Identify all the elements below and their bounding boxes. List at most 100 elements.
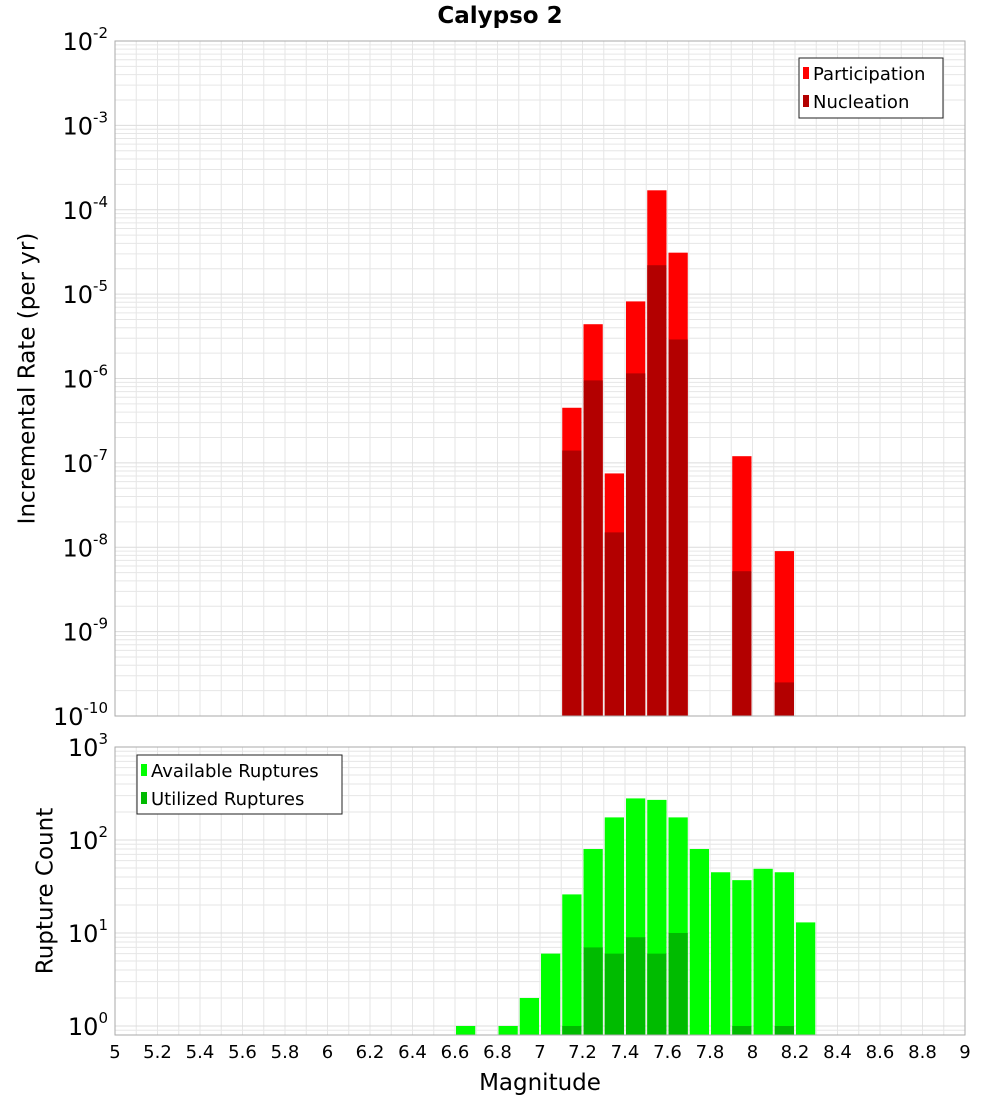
y-tick-base: 10 <box>62 28 93 56</box>
legend-label: Nucleation <box>813 92 909 113</box>
bar-utilized-ruptures <box>583 947 603 1035</box>
y-tick-label: 10-7 <box>62 446 108 478</box>
y-tick-exponent: -2 <box>93 24 108 42</box>
x-tick-label: 8.8 <box>908 1042 937 1063</box>
y-tick-exponent: -7 <box>93 446 108 464</box>
x-tick-label: 6 <box>322 1042 333 1063</box>
x-tick-label: 6.2 <box>356 1042 385 1063</box>
y-tick-exponent: 2 <box>98 823 108 841</box>
y-tick-base: 10 <box>62 619 93 647</box>
bar-available-ruptures <box>689 849 709 1035</box>
legend-label: Available Ruptures <box>151 761 319 782</box>
y-tick-label: 10-9 <box>62 615 108 647</box>
bar-utilized-ruptures <box>626 937 646 1035</box>
top-y-axis-label: Incremental Rate (per yr) <box>15 233 41 525</box>
y-tick-label: 10-8 <box>62 530 108 562</box>
y-tick-label: 10-2 <box>62 24 108 56</box>
bar-available-ruptures <box>774 872 794 1035</box>
x-ticks: 5 5.2 5.4 5.6 5.8 6 6.2 6.4 6.6 6.8 7 7.2 7.4 7.6 7.8 8… <box>109 1042 970 1063</box>
x-tick-label: 6.8 <box>483 1042 512 1063</box>
legend-box <box>136 754 343 815</box>
y-tick-exponent: -8 <box>93 530 108 548</box>
y-tick-label: 101 <box>68 916 108 948</box>
legend-box <box>798 57 944 119</box>
bar-available-ruptures <box>562 894 582 1035</box>
bar-nucleation <box>774 682 794 716</box>
y-tick-base: 10 <box>68 920 99 948</box>
y-tick-label: 10-4 <box>62 193 108 225</box>
y-tick-exponent: -3 <box>93 108 108 126</box>
top-legend: Participation Nucleation <box>798 57 944 119</box>
y-tick-exponent: -6 <box>93 362 108 380</box>
top-grid <box>114 40 966 717</box>
y-tick-label: 100 <box>68 1009 108 1041</box>
x-tick-label: 8.6 <box>866 1042 895 1063</box>
bar-utilized-ruptures <box>774 1025 794 1035</box>
y-tick-base: 10 <box>68 734 99 762</box>
bar-available-ruptures <box>732 880 752 1035</box>
bar-nucleation <box>604 532 624 716</box>
top-plot-frame <box>114 40 966 717</box>
x-tick-label: 6.4 <box>398 1042 427 1063</box>
y-tick-base: 10 <box>62 197 93 225</box>
y-tick-exponent: -4 <box>93 193 108 211</box>
y-tick-base: 10 <box>68 827 99 855</box>
bar-participation <box>774 551 794 716</box>
x-tick-label: 7.2 <box>568 1042 597 1063</box>
y-tick-exponent: 0 <box>98 1009 108 1027</box>
bar-utilized-ruptures <box>668 932 688 1035</box>
y-tick-exponent: -10 <box>84 699 109 717</box>
y-tick-label: 10-5 <box>62 277 108 309</box>
y-tick-exponent: -9 <box>93 615 108 633</box>
bottom-y-axis-label: Rupture Count <box>33 808 59 974</box>
bar-available-ruptures <box>541 953 561 1035</box>
legend-label: Participation <box>813 64 925 85</box>
y-tick-exponent: 1 <box>98 916 108 934</box>
x-axis-label: Magnitude <box>479 1070 601 1096</box>
bar-available-ruptures <box>796 922 816 1035</box>
legend-label: Utilized Ruptures <box>151 789 304 810</box>
top-bars <box>562 190 794 717</box>
bar-available-ruptures <box>711 872 731 1035</box>
bar-available-ruptures <box>456 1025 476 1035</box>
legend-swatch <box>141 764 147 776</box>
y-tick-label: 10-10 <box>53 699 108 731</box>
x-tick-label: 5.6 <box>228 1042 257 1063</box>
y-tick-base: 10 <box>68 1013 99 1041</box>
y-tick-exponent: 3 <box>98 730 108 748</box>
legend-swatch <box>141 792 147 804</box>
y-tick-base: 10 <box>53 703 84 731</box>
y-tick-base: 10 <box>62 112 93 140</box>
bottom-legend: Available Ruptures Utilized Ruptures <box>136 754 343 815</box>
x-tick-label: 6.6 <box>441 1042 470 1063</box>
x-tick-label: 8.4 <box>823 1042 852 1063</box>
bar-nucleation <box>668 339 688 716</box>
x-tick-label: 8 <box>747 1042 758 1063</box>
x-tick-label: 7.4 <box>611 1042 640 1063</box>
y-tick-exponent: -5 <box>93 277 108 295</box>
y-tick-label: 103 <box>68 730 108 762</box>
x-tick-label: 5.2 <box>143 1042 172 1063</box>
x-tick-label: 5.4 <box>186 1042 215 1063</box>
x-tick-label: 9 <box>959 1042 970 1063</box>
bar-utilized-ruptures <box>604 953 624 1035</box>
legend-swatch <box>803 95 809 107</box>
x-tick-label: 5 <box>109 1042 120 1063</box>
bar-nucleation <box>647 265 667 716</box>
bar-available-ruptures <box>498 1025 518 1035</box>
bottom-plot-frame <box>114 746 966 1036</box>
x-tick-label: 8.2 <box>781 1042 810 1063</box>
x-tick-label: 7.6 <box>653 1042 682 1063</box>
bar-utilized-ruptures <box>647 953 667 1035</box>
x-tick-label: 7.8 <box>696 1042 725 1063</box>
y-tick-label: 102 <box>68 823 108 855</box>
x-tick-label: 7 <box>534 1042 545 1063</box>
bottom-bars <box>456 798 816 1035</box>
bar-nucleation <box>732 571 752 716</box>
y-tick-label: 10-6 <box>62 362 108 394</box>
